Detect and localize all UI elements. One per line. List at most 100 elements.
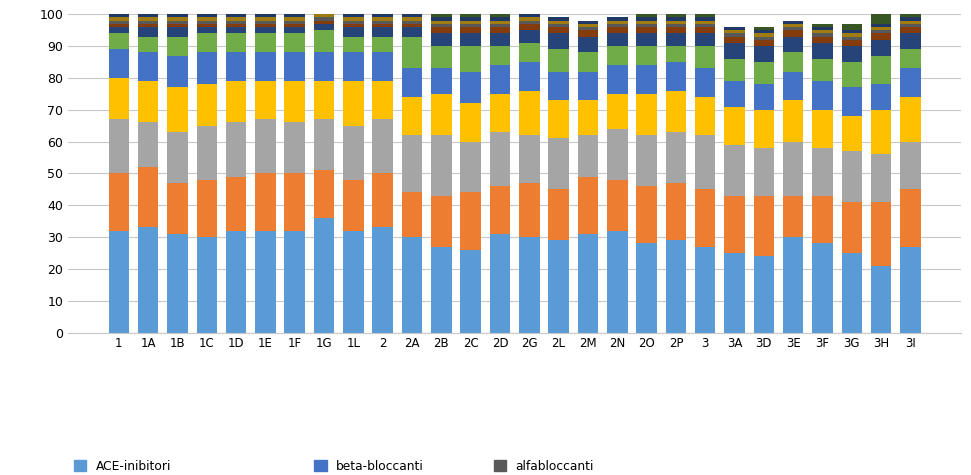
Bar xyxy=(695,20,716,24)
Bar xyxy=(724,106,745,145)
Bar xyxy=(373,119,393,173)
Bar xyxy=(196,125,218,180)
Bar xyxy=(519,18,540,20)
Bar xyxy=(255,119,276,173)
Bar xyxy=(607,129,627,180)
Bar xyxy=(753,37,774,40)
Bar xyxy=(489,132,510,186)
Bar xyxy=(724,81,745,106)
Bar xyxy=(138,27,158,37)
Bar xyxy=(695,135,716,190)
Bar xyxy=(783,27,803,30)
Bar xyxy=(665,46,686,62)
Bar xyxy=(695,14,716,18)
Bar xyxy=(812,110,833,148)
Bar xyxy=(226,177,247,231)
Bar xyxy=(753,196,774,256)
Bar xyxy=(636,65,656,94)
Bar xyxy=(109,20,129,24)
Bar xyxy=(226,18,247,20)
Bar xyxy=(138,81,158,123)
Bar xyxy=(196,52,218,84)
Bar xyxy=(167,20,187,24)
Bar xyxy=(255,20,276,24)
Bar xyxy=(900,24,921,27)
Bar xyxy=(724,253,745,332)
Bar xyxy=(314,81,334,119)
Bar xyxy=(402,68,422,97)
Bar xyxy=(900,142,921,190)
Bar xyxy=(255,27,276,33)
Bar xyxy=(255,14,276,18)
Bar xyxy=(489,65,510,94)
Bar xyxy=(871,266,891,332)
Bar xyxy=(607,180,627,231)
Bar xyxy=(402,18,422,20)
Bar xyxy=(871,110,891,154)
Bar xyxy=(460,14,481,18)
Bar xyxy=(871,40,891,56)
Bar xyxy=(167,27,187,37)
Bar xyxy=(753,84,774,110)
Bar xyxy=(460,33,481,46)
Bar xyxy=(314,30,334,52)
Bar xyxy=(578,27,598,30)
Bar xyxy=(373,24,393,27)
Bar xyxy=(783,237,803,332)
Bar xyxy=(636,11,656,18)
Bar xyxy=(871,154,891,202)
Bar xyxy=(373,228,393,332)
Bar xyxy=(783,142,803,196)
Bar xyxy=(431,33,452,46)
Bar xyxy=(636,46,656,65)
Bar xyxy=(255,52,276,81)
Bar xyxy=(138,20,158,24)
Bar xyxy=(607,65,627,94)
Bar xyxy=(724,145,745,196)
Bar xyxy=(402,192,422,237)
Bar xyxy=(460,104,481,142)
Bar xyxy=(343,18,364,20)
Bar xyxy=(549,240,569,332)
Bar xyxy=(519,62,540,91)
Bar xyxy=(871,33,891,40)
Bar xyxy=(900,49,921,68)
Bar xyxy=(665,18,686,20)
Bar xyxy=(460,20,481,24)
Bar xyxy=(343,27,364,37)
Bar xyxy=(285,18,305,20)
Bar xyxy=(842,202,862,253)
Bar xyxy=(665,183,686,240)
Bar xyxy=(695,189,716,247)
Bar xyxy=(255,81,276,119)
Bar xyxy=(343,125,364,180)
Bar xyxy=(343,52,364,81)
Bar xyxy=(402,24,422,27)
Bar xyxy=(607,27,627,33)
Bar xyxy=(695,18,716,20)
Bar xyxy=(665,132,686,183)
Bar xyxy=(842,151,862,202)
Bar xyxy=(812,37,833,43)
Bar xyxy=(285,27,305,33)
Bar xyxy=(578,234,598,332)
Bar xyxy=(842,33,862,37)
Bar xyxy=(373,81,393,119)
Bar xyxy=(343,37,364,52)
Bar xyxy=(519,135,540,183)
Bar xyxy=(314,24,334,30)
Bar xyxy=(167,18,187,20)
Bar xyxy=(109,33,129,49)
Bar xyxy=(724,37,745,43)
Bar xyxy=(665,24,686,27)
Bar xyxy=(812,196,833,243)
Bar xyxy=(549,24,569,27)
Bar xyxy=(343,81,364,125)
Bar xyxy=(549,18,569,20)
Bar xyxy=(138,37,158,52)
Bar xyxy=(343,24,364,27)
Bar xyxy=(900,247,921,332)
Bar xyxy=(226,123,247,177)
Bar xyxy=(753,46,774,62)
Bar xyxy=(431,94,452,135)
